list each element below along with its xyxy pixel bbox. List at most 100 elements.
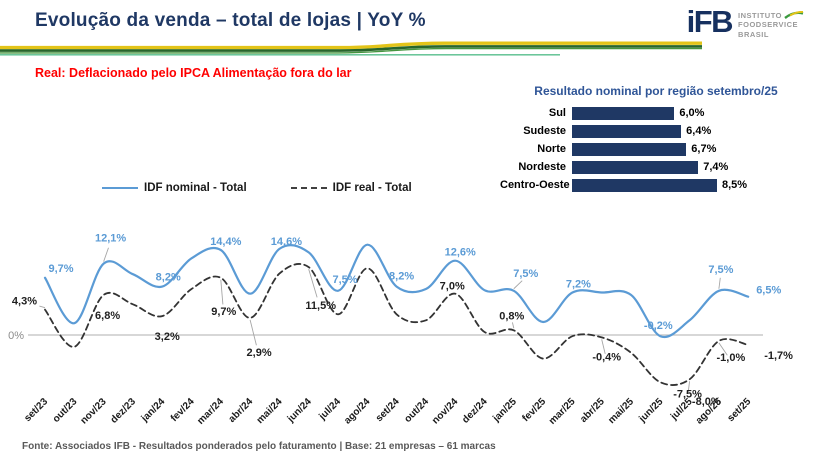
- legend-swatch-nominal-line: [102, 187, 138, 189]
- label-leader-line: [513, 280, 523, 290]
- region-bar: [572, 178, 717, 192]
- region-label: Sul: [548, 107, 566, 120]
- logo-line-foodservice: FOODSERVICE: [738, 20, 799, 30]
- nominal-point-label: 7,2%: [566, 279, 591, 291]
- logo-leaf-icon: [784, 11, 804, 20]
- trend-line-chart: 0%set/23 out/23 nov/23 dez/23 jan/24 fev/24ma…: [8, 233, 793, 427]
- month-tick-label: abr/25: [578, 396, 607, 425]
- month-tick-label: fev/24: [169, 396, 197, 424]
- logo-line-instituto: INSTITUTO: [738, 11, 782, 20]
- region-bar-chart: Resultado nominal por região setembro/25…: [500, 84, 812, 196]
- legend-label-nominal: IDF nominal - Total: [144, 182, 247, 194]
- region-chart-title: Resultado nominal por região setembro/25: [534, 84, 778, 98]
- nominal-point-label: 12,1%: [95, 233, 126, 245]
- month-tick-label: set/23: [22, 396, 50, 424]
- label-leader-line: [718, 277, 721, 289]
- legend-swatch-real-line: [290, 187, 327, 189]
- region-label: Norte: [537, 143, 566, 156]
- region-label: Sudeste: [523, 125, 566, 138]
- nominal-point-label: 12,6%: [445, 247, 476, 259]
- month-tick-label: dez/23: [109, 396, 139, 426]
- real-point-label: 2,9%: [247, 347, 272, 359]
- nominal-point-label: 7,5%: [708, 264, 733, 276]
- logo-line-brasil: BRASIL: [738, 29, 769, 39]
- region-label: Centro-Oeste: [500, 179, 570, 192]
- month-tick-label: jul/24: [317, 396, 344, 423]
- region-bar: [572, 124, 682, 138]
- region-row: Nordeste 7,4%: [500, 160, 812, 175]
- brand-logo: iFB INSTITUTO FOODSERVICE BRASIL: [686, 4, 804, 39]
- label-leader-line: [718, 342, 728, 356]
- nominal-point-label: 7,5%: [332, 274, 357, 286]
- label-leader-line: [249, 319, 257, 346]
- real-point-label: 9,7%: [211, 306, 236, 318]
- label-leader-line: [601, 339, 606, 355]
- month-tick-label: mar/24: [195, 396, 226, 427]
- real-point-label: 0,8%: [499, 310, 524, 322]
- month-tick-label: ago/24: [342, 396, 372, 426]
- real-line: [44, 263, 750, 386]
- region-value: 8,5%: [722, 179, 748, 192]
- label-leader-line: [687, 381, 691, 393]
- real-point-label: -7,5%: [673, 388, 702, 400]
- month-tick-label: jun/24: [285, 396, 314, 425]
- nominal-point-label: -0,2%: [644, 320, 673, 332]
- real-point-label: -8,0%: [692, 396, 721, 408]
- legend-item-nominal: IDF nominal - Total: [102, 182, 247, 194]
- real-point-label: 3,2%: [155, 331, 180, 343]
- region-row: Norte 6,7%: [500, 142, 812, 157]
- nominal-point-label: 9,7%: [48, 263, 73, 275]
- real-point-label: -0,4%: [592, 351, 621, 363]
- month-tick-label: jun/25: [636, 396, 665, 425]
- month-tick-label: mai/24: [255, 396, 285, 426]
- label-leader-line: [308, 269, 318, 298]
- region-row: Centro-Oeste 8,5%: [500, 178, 812, 193]
- region-bar: [572, 106, 675, 120]
- month-tick-label: fev/25: [520, 396, 548, 424]
- real-point-label: 6,8%: [95, 310, 120, 322]
- region-bar-rows: Sul 6,0% Sudeste 6,4% Norte 6,7% Nordeste 7,4% C…: [500, 106, 812, 193]
- month-tick-label: abr/24: [227, 396, 256, 425]
- real-point-label: 4,3%: [12, 296, 37, 308]
- region-bar: [572, 160, 699, 174]
- month-tick-label: mar/25: [547, 396, 578, 427]
- month-tick-label: jan/25: [490, 396, 519, 425]
- month-tick-label: out/23: [51, 396, 80, 425]
- real-point-label: 11,5%: [305, 300, 336, 312]
- month-tick-label: set/24: [374, 396, 402, 424]
- month-tick-label: nov/24: [430, 396, 460, 426]
- real-point-label: 7,0%: [440, 281, 465, 293]
- divider-swoosh-graphic: [0, 41, 702, 56]
- logo-text-block: INSTITUTO FOODSERVICE BRASIL: [738, 11, 804, 39]
- label-leader-line: [103, 247, 109, 262]
- nominal-line: [43, 243, 750, 339]
- real-point-label: -1,0%: [717, 352, 746, 364]
- legend-label-real: IDF real - Total: [332, 182, 412, 194]
- region-row: Sudeste 6,4%: [500, 124, 812, 139]
- nominal-point-label: 14,6%: [271, 236, 302, 248]
- month-tick-label: jan/24: [139, 396, 168, 425]
- chart-legend: IDF nominal - Total IDF real - Total: [102, 182, 412, 194]
- label-leader-line: [220, 279, 224, 305]
- month-tick-label: out/24: [402, 396, 431, 425]
- month-tick-label: dez/24: [460, 396, 490, 426]
- real-point-label: -1,7%: [764, 350, 793, 362]
- ifb-wordmark: iFB: [686, 4, 734, 39]
- region-bar: [572, 142, 687, 156]
- region-value: 6,4%: [686, 125, 712, 138]
- region-value: 6,0%: [679, 107, 705, 120]
- nominal-point-label: 14,4%: [210, 236, 241, 248]
- deflation-note: Real: Deflacionado pelo IPCA Alimentação…: [35, 66, 352, 80]
- nominal-point-label: 7,5%: [513, 268, 538, 280]
- nominal-point-label: 8,2%: [389, 271, 414, 283]
- region-value: 7,4%: [703, 161, 729, 174]
- month-tick-label: set/25: [725, 396, 753, 424]
- label-leader-line: [39, 305, 46, 309]
- region-value: 6,7%: [691, 143, 717, 156]
- page-title: Evolução da venda – total de lojas | YoY…: [35, 10, 426, 31]
- region-label: Nordeste: [518, 161, 566, 174]
- region-row: Sul 6,0%: [500, 106, 812, 121]
- month-tick-label: nov/23: [79, 396, 109, 426]
- nominal-point-label: 6,5%: [756, 285, 781, 297]
- month-tick-label: mai/25: [606, 396, 636, 426]
